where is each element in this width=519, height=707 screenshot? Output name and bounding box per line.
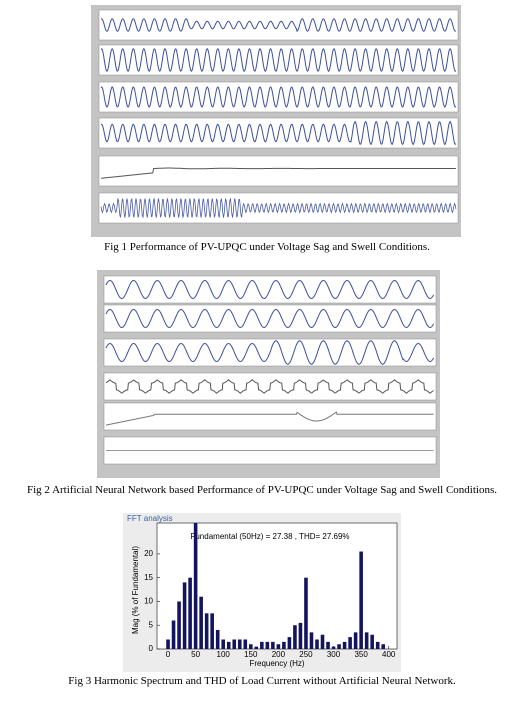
y-tick-label: 5 <box>149 620 154 629</box>
bar <box>237 639 242 649</box>
bar <box>182 582 187 649</box>
chart-title: Fundamental (50Hz) = 27.38 , THD= 27.69% <box>190 532 349 541</box>
bar <box>260 641 264 649</box>
waveform <box>105 279 435 300</box>
waveform <box>100 86 457 108</box>
bar <box>166 639 170 649</box>
bar <box>304 577 308 649</box>
waveform-strip <box>103 402 437 431</box>
waveform <box>105 340 435 365</box>
caption: Fig 1 Performance of PV-UPQC under Volta… <box>104 241 430 253</box>
bar <box>199 596 203 649</box>
bar <box>249 644 253 649</box>
x-axis-label: Frequency (Hz) <box>249 659 304 668</box>
x-tick-label: 150 <box>244 650 258 659</box>
waveform-strip <box>98 155 459 187</box>
bar <box>171 620 176 649</box>
bar <box>298 622 303 649</box>
x-tick-label: 200 <box>272 650 286 659</box>
x-tick-label: 50 <box>191 650 200 659</box>
bar <box>243 639 248 649</box>
bar <box>215 629 220 649</box>
bar <box>282 641 286 649</box>
bar <box>342 641 347 649</box>
x-tick-label: 100 <box>217 650 231 659</box>
bar <box>265 641 270 649</box>
y-tick-label: 10 <box>144 597 153 606</box>
bar <box>348 637 352 649</box>
waveform <box>105 411 434 426</box>
waveform <box>100 197 457 219</box>
bar <box>337 644 341 649</box>
bar <box>276 644 281 649</box>
x-tick-label: 350 <box>354 650 368 659</box>
bar <box>271 641 275 649</box>
bar <box>364 632 369 649</box>
x-tick-label: 0 <box>166 650 171 659</box>
y-tick-label: 15 <box>144 573 153 582</box>
bar <box>221 639 225 649</box>
waveform <box>105 379 434 394</box>
bar <box>254 646 259 649</box>
bar <box>331 646 336 649</box>
x-tick-label: 400 <box>382 650 396 659</box>
x-tick-label: 300 <box>327 650 341 659</box>
y-tick-label: 20 <box>144 549 153 558</box>
x-tick-label: 250 <box>299 650 313 659</box>
bar <box>193 523 198 649</box>
panel-label: FFT analysis <box>127 514 173 523</box>
caption: Fig 2 Artificial Neural Network based Pe… <box>27 484 497 496</box>
bar <box>188 577 192 649</box>
y-tick-label: 0 <box>149 644 154 653</box>
bar <box>293 625 297 649</box>
bar <box>287 637 292 649</box>
bar <box>353 632 358 649</box>
bar <box>309 632 314 649</box>
waveform <box>100 120 457 146</box>
bar <box>210 613 214 649</box>
waveform <box>105 308 435 329</box>
bar <box>226 641 231 649</box>
bar <box>204 613 209 649</box>
bar <box>315 639 319 649</box>
y-axis-label: Mag (% of Fundamental) <box>131 546 140 634</box>
caption: Fig 3 Harmonic Spectrum and THD of Load … <box>68 675 456 687</box>
bar <box>359 551 363 649</box>
bar <box>232 639 237 649</box>
bar <box>375 641 380 649</box>
bar <box>177 601 181 649</box>
waveform <box>100 18 457 33</box>
waveform <box>100 167 456 179</box>
bar <box>370 634 374 649</box>
bar <box>381 644 385 649</box>
waveform <box>100 47 457 73</box>
bar <box>320 634 325 649</box>
bar <box>326 641 330 649</box>
bars <box>166 523 385 649</box>
